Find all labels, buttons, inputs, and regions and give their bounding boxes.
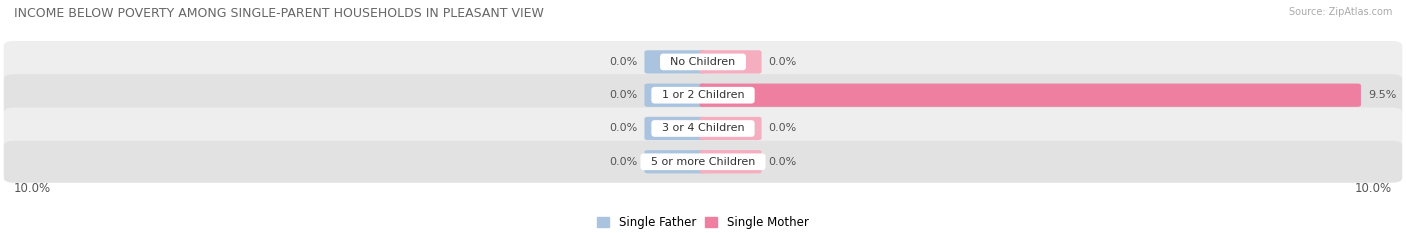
FancyBboxPatch shape bbox=[700, 50, 762, 74]
Text: 3 or 4 Children: 3 or 4 Children bbox=[655, 123, 751, 134]
Text: 0.0%: 0.0% bbox=[609, 157, 637, 167]
Text: 0.0%: 0.0% bbox=[769, 157, 797, 167]
Text: 0.0%: 0.0% bbox=[769, 123, 797, 134]
Text: 10.0%: 10.0% bbox=[1355, 182, 1392, 195]
FancyBboxPatch shape bbox=[4, 74, 1402, 116]
Text: 10.0%: 10.0% bbox=[14, 182, 51, 195]
Text: 5 or more Children: 5 or more Children bbox=[644, 157, 762, 167]
Text: 1 or 2 Children: 1 or 2 Children bbox=[655, 90, 751, 100]
Text: No Children: No Children bbox=[664, 57, 742, 67]
FancyBboxPatch shape bbox=[644, 117, 706, 140]
FancyBboxPatch shape bbox=[4, 41, 1402, 83]
Text: INCOME BELOW POVERTY AMONG SINGLE-PARENT HOUSEHOLDS IN PLEASANT VIEW: INCOME BELOW POVERTY AMONG SINGLE-PARENT… bbox=[14, 7, 544, 20]
Text: 0.0%: 0.0% bbox=[609, 57, 637, 67]
Legend: Single Father, Single Mother: Single Father, Single Mother bbox=[598, 216, 808, 229]
FancyBboxPatch shape bbox=[700, 150, 762, 173]
FancyBboxPatch shape bbox=[700, 84, 1361, 107]
Text: 0.0%: 0.0% bbox=[769, 57, 797, 67]
Text: 0.0%: 0.0% bbox=[609, 123, 637, 134]
FancyBboxPatch shape bbox=[644, 84, 706, 107]
FancyBboxPatch shape bbox=[644, 150, 706, 173]
FancyBboxPatch shape bbox=[4, 141, 1402, 183]
FancyBboxPatch shape bbox=[644, 50, 706, 74]
Text: Source: ZipAtlas.com: Source: ZipAtlas.com bbox=[1288, 7, 1392, 17]
FancyBboxPatch shape bbox=[4, 107, 1402, 149]
FancyBboxPatch shape bbox=[700, 117, 762, 140]
Text: 0.0%: 0.0% bbox=[609, 90, 637, 100]
Text: 9.5%: 9.5% bbox=[1368, 90, 1396, 100]
